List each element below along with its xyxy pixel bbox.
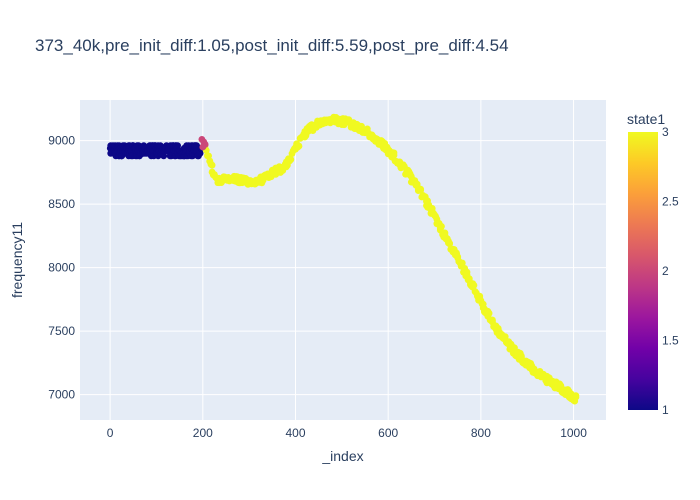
data-point — [501, 333, 509, 341]
grid-layer — [80, 100, 606, 420]
data-point — [199, 143, 207, 151]
colorbar-tick-label: 1 — [662, 403, 669, 417]
data-point — [438, 223, 445, 230]
colorbar-tick-label: 3 — [662, 125, 669, 139]
data-point — [205, 152, 213, 160]
x-tick-label: 0 — [107, 426, 114, 440]
y-tick-label: 7000 — [48, 388, 75, 402]
y-tick-labels: 7000 7500 8000 8500 9000 — [48, 134, 75, 402]
y-tick-label: 9000 — [48, 134, 75, 148]
data-point — [489, 316, 496, 324]
colorbar — [628, 132, 658, 410]
chart-title: 373_40k,pre_init_diff:1.05,post_init_dif… — [35, 36, 509, 55]
x-tick-labels: 0 200 400 600 800 1000 — [107, 426, 587, 440]
data-point — [446, 240, 453, 248]
y-axis-title: frequency11 — [9, 222, 25, 298]
x-tick-label: 600 — [378, 426, 398, 440]
colorbar-tick-label: 2 — [662, 264, 669, 278]
colorbar-title: state1 — [627, 111, 665, 127]
data-point — [465, 275, 473, 283]
y-tick-label: 7500 — [48, 324, 75, 338]
data-point — [572, 393, 580, 401]
x-tick-label: 200 — [193, 426, 213, 440]
y-tick-label: 8500 — [48, 197, 75, 211]
x-tick-label: 1000 — [560, 426, 587, 440]
data-point — [458, 259, 466, 267]
points-layer — [106, 113, 580, 405]
data-point — [295, 142, 303, 150]
colorbar-tick-label: 1.5 — [662, 334, 679, 348]
data-point — [485, 310, 493, 317]
data-point — [208, 161, 216, 169]
data-point — [417, 186, 425, 194]
data-point — [160, 152, 168, 160]
data-point — [470, 281, 478, 289]
y-tick-label: 8000 — [48, 261, 75, 275]
x-tick-label: 400 — [285, 426, 305, 440]
data-point — [287, 156, 295, 163]
x-tick-label: 800 — [471, 426, 491, 440]
x-axis-title: _index — [321, 448, 363, 464]
colorbar-tick-label: 2.5 — [662, 195, 679, 209]
data-point — [390, 151, 398, 159]
data-point — [413, 180, 421, 188]
colorbar-tick-labels: 1 1.5 2 2.5 3 — [662, 125, 679, 417]
